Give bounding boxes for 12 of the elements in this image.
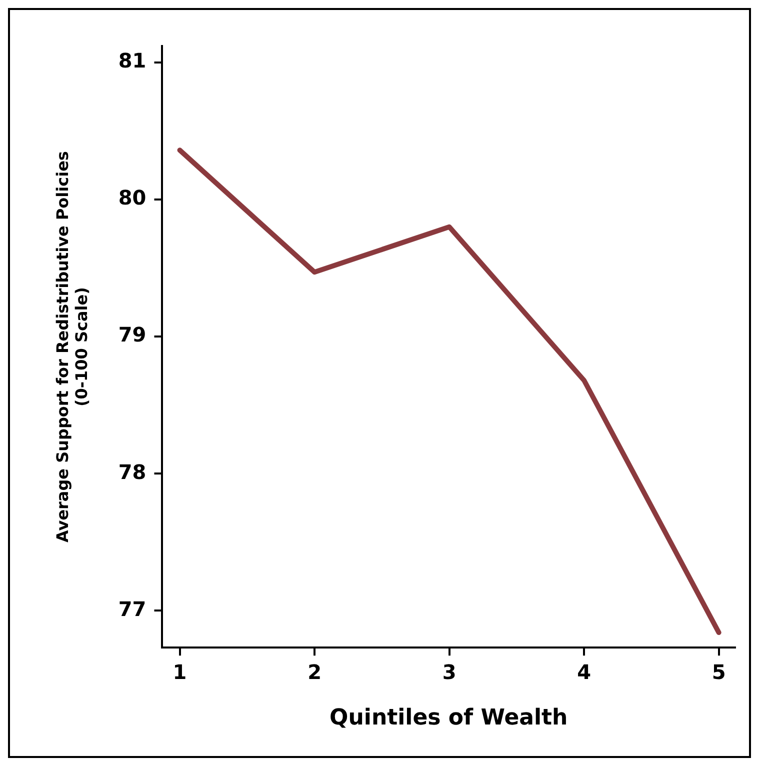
x-tick-label: 4	[577, 660, 592, 684]
y-tick-label: 77	[118, 596, 146, 621]
y-tick-label: 78	[118, 460, 146, 484]
y-tick-label: 80	[118, 186, 146, 210]
x-tick-label: 5	[712, 660, 726, 684]
x-tick-label: 3	[442, 660, 456, 684]
y-axis-title: Average Support for Redistributive Policies (0-100 Scale)	[52, 151, 91, 543]
y-tick-label: 79	[118, 322, 146, 347]
x-tick-label: 2	[308, 660, 322, 684]
x-axis-title: Quintiles of Wealth	[330, 706, 568, 731]
x-tick-label: 1	[172, 660, 187, 684]
y-tick-label: 81	[118, 48, 146, 73]
